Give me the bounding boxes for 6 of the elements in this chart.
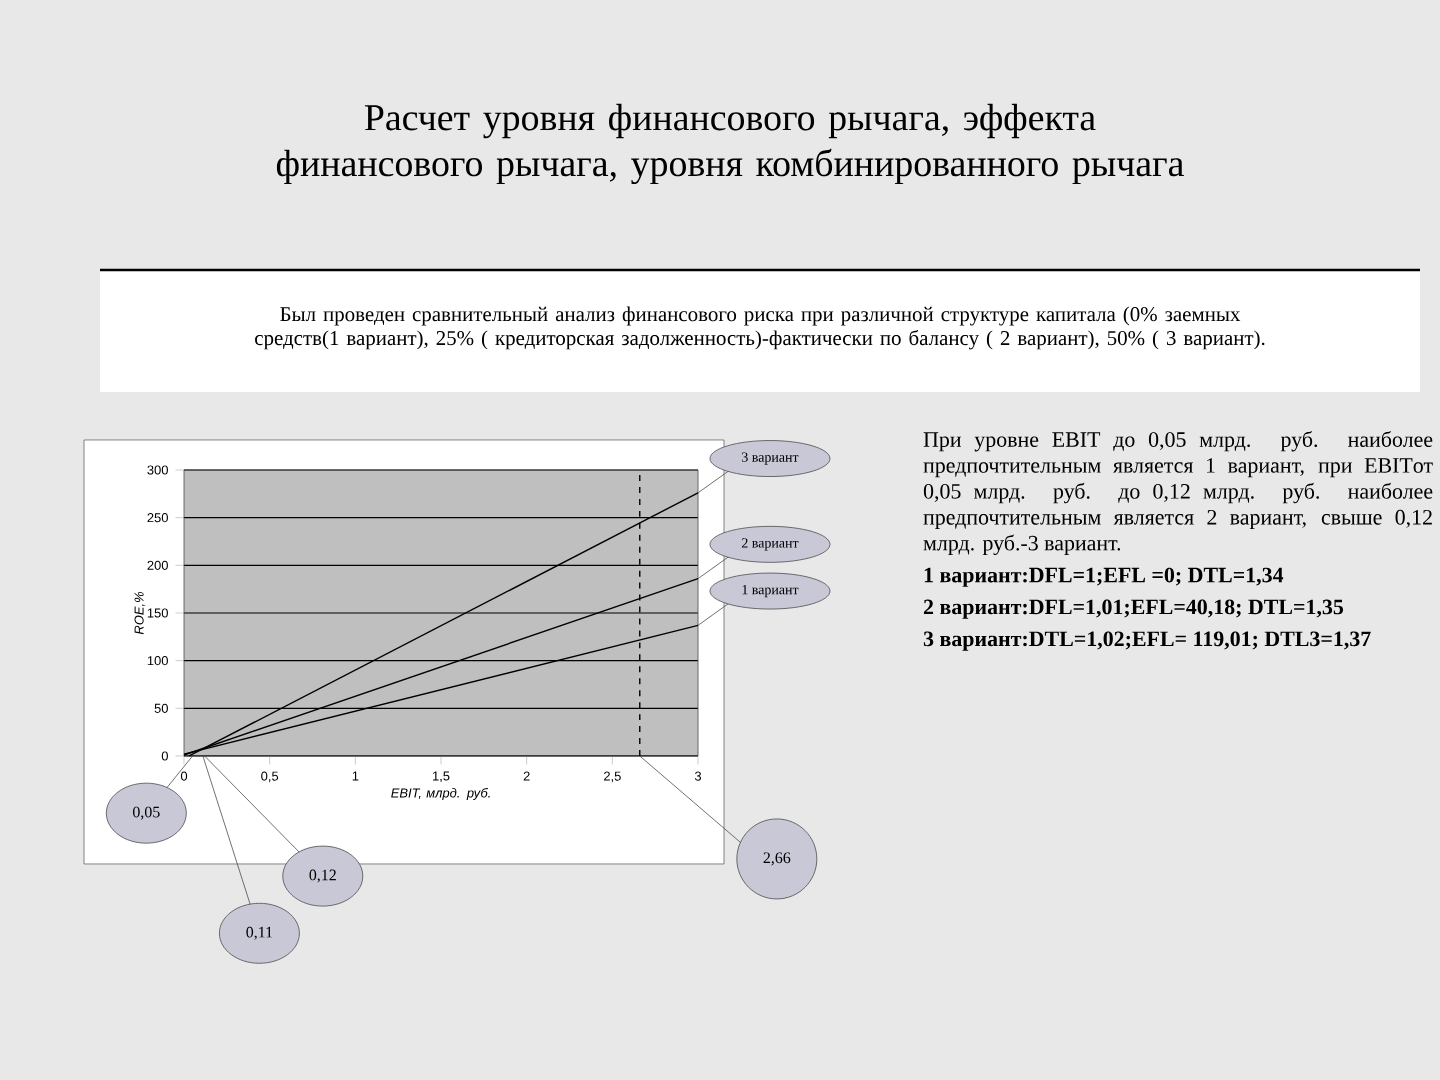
chart-title: Расчет уровня финансового рычага, эффекта финансового рычага, уровня комбинированного рычага — [276, 103, 1184, 185]
text: 2 вариант:DFL=1,01;EFL=40,18; DTL=1,35 — [923, 599, 1344, 619]
text: 1 вариант:DFL=1;EFL =0; DTL=1,34 — [924, 567, 1284, 587]
text: Был проведен сравнительный анализ финансового риска при различной структуре капитала (0% заемных средств(1 вариант), 25% ( кредиторская задолженность)-фактически по балансу ( 2 вариант), 50% ( 3 вариант). — [255, 306, 1265, 350]
text: 3 вариант:DTL=1,02;EFL= 119,01; DTL3=1,37 — [923, 631, 1371, 651]
text: При уровне EBIT до 0,05 млрд. руб. наиболее предпочтительным является 1 вариант, при EBITот 0,05 млрд. руб. до 0,12 млрд. руб. наиболее предпочтительным является 2 вариант, свыше 0,12 млрд. руб.-3 вариант. — [923, 431, 1433, 556]
